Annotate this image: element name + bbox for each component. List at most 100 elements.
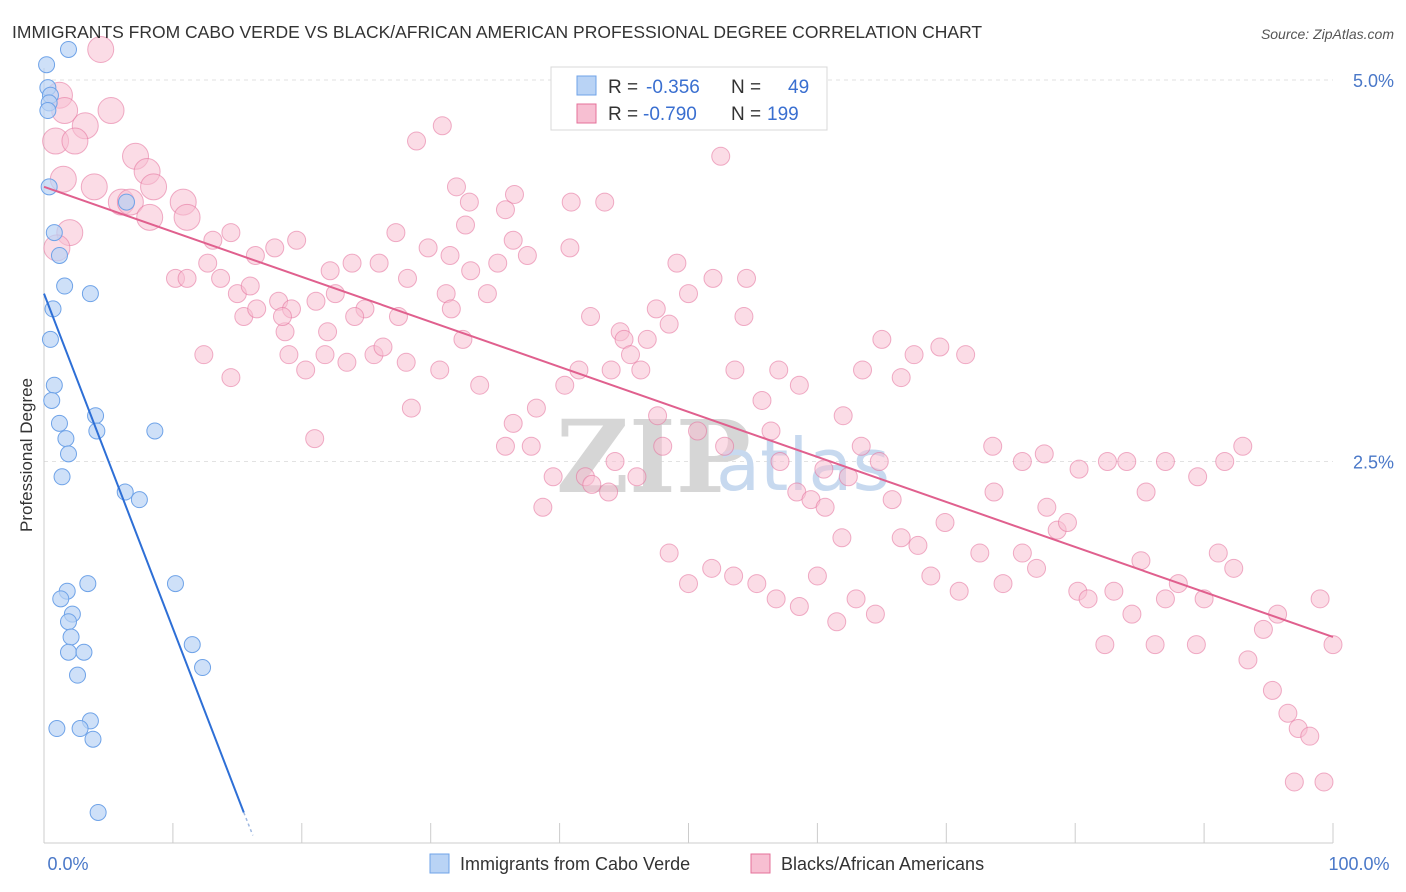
point-black-african-american bbox=[715, 436, 735, 456]
point-black-african-american bbox=[80, 173, 108, 201]
point-cabo-verde bbox=[45, 376, 63, 394]
point-black-african-american bbox=[1122, 604, 1142, 624]
point-black-african-american bbox=[1104, 581, 1124, 601]
point-black-african-american bbox=[935, 513, 955, 533]
point-black-african-american bbox=[337, 352, 357, 372]
point-black-african-american bbox=[646, 299, 666, 319]
point-black-african-american bbox=[247, 299, 267, 319]
point-cabo-verde bbox=[59, 40, 77, 58]
point-black-african-american bbox=[679, 574, 698, 594]
point-black-african-american bbox=[440, 245, 460, 265]
point-black-african-american bbox=[1238, 650, 1258, 670]
point-black-african-american bbox=[386, 223, 406, 243]
point-black-african-american bbox=[97, 97, 125, 125]
bottom-legend-swatch-blue bbox=[429, 853, 450, 874]
stats-legend: R = -0.356 N = 49 R = -0.790 N = 199 bbox=[550, 66, 828, 131]
y-tick-label: 5.0% bbox=[1353, 71, 1394, 91]
point-cabo-verde bbox=[50, 414, 68, 432]
point-black-african-american bbox=[648, 406, 668, 426]
point-black-african-american bbox=[930, 337, 950, 357]
point-black-african-american bbox=[315, 345, 335, 365]
point-black-african-american bbox=[983, 436, 1003, 456]
point-black-african-american bbox=[396, 352, 416, 372]
point-black-african-american bbox=[240, 276, 260, 296]
point-black-african-american bbox=[1186, 635, 1206, 655]
point-black-african-american bbox=[477, 284, 497, 304]
point-black-african-american bbox=[272, 307, 292, 327]
point-black-african-american bbox=[87, 35, 115, 63]
point-black-african-american bbox=[1145, 635, 1165, 655]
point-black-african-american bbox=[407, 131, 427, 151]
point-black-african-american bbox=[653, 436, 673, 456]
point-cabo-verde bbox=[39, 102, 57, 120]
point-black-african-american bbox=[882, 490, 902, 510]
point-black-african-american bbox=[318, 322, 338, 342]
point-black-african-american bbox=[1034, 444, 1054, 464]
point-black-african-american bbox=[865, 604, 885, 624]
point-black-african-american bbox=[561, 192, 581, 212]
point-black-african-american bbox=[921, 566, 941, 586]
point-black-african-american bbox=[1278, 703, 1298, 723]
point-black-african-american bbox=[659, 314, 679, 334]
point-black-african-american bbox=[761, 421, 781, 441]
point-black-african-american bbox=[904, 345, 924, 365]
point-cabo-verde bbox=[52, 590, 70, 608]
point-cabo-verde bbox=[146, 422, 164, 440]
point-black-african-american bbox=[1136, 482, 1156, 502]
point-black-african-american bbox=[1253, 619, 1273, 639]
point-cabo-verde bbox=[53, 468, 71, 486]
point-black-african-american bbox=[495, 436, 515, 456]
point-black-african-american bbox=[177, 268, 197, 288]
point-black-african-american bbox=[265, 238, 285, 258]
point-cabo-verde bbox=[56, 277, 74, 295]
point-cabo-verde bbox=[43, 391, 61, 409]
point-black-african-american bbox=[853, 360, 873, 380]
point-black-african-american bbox=[369, 253, 389, 273]
point-black-african-american bbox=[401, 398, 421, 418]
point-black-african-american bbox=[503, 413, 523, 433]
point-black-african-american bbox=[832, 528, 852, 548]
legend-n-label-1: N = bbox=[731, 77, 761, 98]
point-black-african-american bbox=[814, 459, 834, 479]
x-ticks bbox=[43, 823, 1334, 843]
chart-title: IMMIGRANTS FROM CABO VERDE VS BLACK/AFRI… bbox=[12, 22, 982, 42]
point-black-african-american bbox=[595, 192, 615, 212]
point-black-african-american bbox=[495, 200, 515, 220]
point-black-african-american bbox=[688, 421, 708, 441]
point-black-african-american bbox=[1188, 467, 1208, 487]
point-black-african-american bbox=[1155, 452, 1175, 471]
bottom-legend-label-black-african-american: Blacks/African Americans bbox=[781, 854, 984, 874]
point-cabo-verde bbox=[71, 720, 89, 738]
point-cabo-verde bbox=[194, 659, 212, 677]
point-black-african-american bbox=[279, 345, 299, 365]
point-black-african-american bbox=[342, 253, 362, 273]
point-black-african-american bbox=[221, 223, 241, 243]
point-black-african-american bbox=[61, 127, 89, 155]
point-cabo-verde bbox=[38, 56, 56, 74]
point-black-african-american bbox=[833, 406, 853, 426]
point-black-african-american bbox=[582, 474, 602, 494]
point-black-african-american bbox=[1117, 452, 1137, 471]
point-black-african-american bbox=[620, 345, 640, 365]
point-black-african-american bbox=[581, 307, 601, 327]
legend-r-value-1: -0.356 bbox=[646, 77, 700, 98]
trendline-black-african-american bbox=[43, 185, 1334, 638]
point-black-african-american bbox=[752, 390, 772, 410]
point-black-african-american bbox=[789, 375, 809, 395]
y-axis-label: Professional Degree bbox=[17, 378, 36, 532]
point-black-african-american bbox=[470, 375, 490, 395]
point-black-african-american bbox=[724, 566, 744, 586]
point-black-african-american bbox=[345, 307, 365, 327]
point-black-african-american bbox=[1037, 497, 1057, 517]
point-black-african-american bbox=[503, 230, 523, 250]
point-cabo-verde bbox=[57, 430, 75, 448]
point-black-african-american bbox=[1155, 589, 1175, 609]
point-black-african-american bbox=[747, 574, 767, 594]
point-black-african-american bbox=[605, 452, 625, 471]
point-black-african-american bbox=[296, 360, 316, 380]
legend-swatch-blue bbox=[576, 75, 597, 96]
point-black-african-american bbox=[627, 467, 647, 487]
point-black-african-american bbox=[533, 497, 553, 517]
y-tick-labels: 2.5%5.0%7.5%10.0% bbox=[1353, 71, 1394, 473]
point-black-african-american bbox=[872, 329, 892, 349]
